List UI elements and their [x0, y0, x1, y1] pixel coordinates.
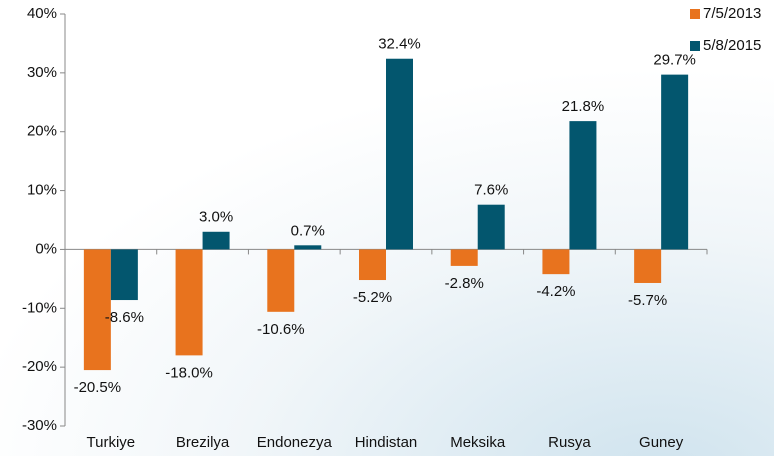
x-tick-label: Hindistan — [355, 434, 418, 451]
data-label: -10.6% — [257, 321, 305, 338]
bar — [661, 74, 689, 250]
data-label: 0.7% — [291, 222, 325, 239]
data-label: -5.7% — [628, 292, 667, 309]
bar — [267, 249, 295, 312]
legend-label: 5/8/2015 — [703, 37, 761, 54]
y-tick-label: 40% — [27, 5, 57, 22]
data-label: 21.8% — [562, 98, 605, 115]
data-label: 32.4% — [378, 36, 421, 53]
bar — [202, 231, 230, 250]
bar — [110, 249, 138, 301]
x-tick-label: Brezilya — [176, 434, 230, 451]
y-tick-label: 30% — [27, 64, 57, 81]
data-label: -4.2% — [536, 283, 575, 300]
data-label: 29.7% — [653, 52, 696, 69]
y-tick-label: 20% — [27, 123, 57, 140]
data-label: -5.2% — [353, 289, 392, 306]
bar — [359, 249, 386, 281]
bar — [83, 249, 111, 371]
bar — [386, 58, 413, 250]
legend-swatch — [690, 41, 700, 51]
x-tick-label: Guney — [639, 434, 684, 451]
bar — [294, 245, 322, 250]
data-label: 7.6% — [474, 182, 508, 199]
data-label: -18.0% — [165, 364, 213, 381]
x-tick-label: Rusya — [548, 434, 591, 451]
bar — [175, 249, 203, 356]
x-tick-label: Endonezya — [257, 434, 333, 451]
y-tick-label: -10% — [22, 299, 57, 316]
y-tick-label: 10% — [27, 182, 57, 199]
data-label: -20.5% — [74, 379, 122, 396]
data-label: 3.0% — [199, 209, 233, 226]
bar — [542, 249, 570, 275]
bar — [477, 204, 505, 250]
legend-swatch — [690, 9, 700, 19]
bar — [569, 121, 597, 250]
bar — [450, 249, 478, 266]
y-tick-label: -20% — [22, 358, 57, 375]
bar — [634, 249, 662, 283]
x-tick-label: Turkiye — [87, 434, 136, 451]
y-tick-label: -30% — [22, 417, 57, 434]
x-tick-label: Meksika — [450, 434, 506, 451]
legend-label: 7/5/2013 — [703, 5, 761, 22]
data-label: -8.6% — [105, 309, 144, 326]
data-label: -2.8% — [445, 275, 484, 292]
y-tick-label: 0% — [35, 240, 57, 257]
